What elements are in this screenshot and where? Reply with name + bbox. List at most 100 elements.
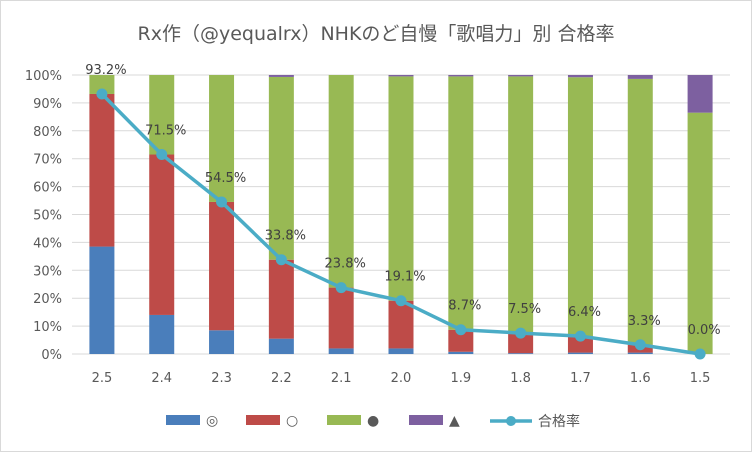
pass-rate-marker <box>395 295 407 307</box>
y-axis: 0% 10% 20% 30% 40% 50% 60% 70% 80% 90% 100% <box>25 69 62 363</box>
data-label: 0.0% <box>688 323 721 338</box>
bar-segment <box>687 112 713 354</box>
legend-swatch <box>246 415 280 425</box>
x-tick-label: 1.8 <box>510 371 531 386</box>
bar-segment <box>687 75 713 113</box>
bar-segment <box>627 75 653 79</box>
pass-rate-marker <box>96 88 108 100</box>
bar-segment <box>149 154 175 315</box>
x-axis: 2.5 2.4 2.3 2.2 2.1 2.0 1.9 1.8 1.7 1.6 1.5 <box>92 371 711 386</box>
bar-segment <box>209 75 235 202</box>
bar-segment <box>627 78 653 345</box>
bars-group <box>89 75 713 354</box>
x-tick-label: 2.5 <box>92 371 113 386</box>
bar-segment <box>448 329 474 352</box>
bar-segment <box>388 76 414 301</box>
pass-rate-marker <box>574 330 586 342</box>
pass-rate-line-group <box>96 88 706 360</box>
bar-segment <box>328 75 354 288</box>
bar-segment <box>149 314 175 354</box>
data-label: 54.5% <box>205 171 246 186</box>
chart-title: Rx作（@yequalrx）NHKのど自慢「歌唱力」別 合格率 <box>138 23 615 45</box>
legend: ◎ ○ ● ▲ 合格率 <box>166 413 580 430</box>
bar-segment <box>89 246 115 354</box>
legend-label: 合格率 <box>538 413 580 430</box>
data-label: 7.5% <box>508 302 541 317</box>
x-tick-label: 1.6 <box>630 371 651 386</box>
bar-segment <box>508 333 534 354</box>
bar-segment <box>328 287 354 349</box>
data-label: 3.3% <box>628 314 661 329</box>
data-label: 8.7% <box>448 299 481 314</box>
bar-segment <box>209 330 235 354</box>
data-label: 33.8% <box>265 229 306 244</box>
x-tick-label: 2.0 <box>391 371 412 386</box>
bar-segment <box>268 338 294 354</box>
legend-marker <box>506 416 516 426</box>
bar-segment <box>508 76 534 334</box>
bar-segment <box>448 75 474 77</box>
legend-label: ◎ <box>206 413 218 429</box>
bar-segment <box>328 348 354 354</box>
y-tick-label: 60% <box>33 181 62 196</box>
legend-swatch <box>409 415 443 425</box>
bar-segment <box>388 348 414 354</box>
pass-rate-marker <box>515 327 527 339</box>
pass-rate-marker <box>275 254 287 266</box>
data-label: 23.8% <box>325 257 366 272</box>
legend-label: ● <box>367 413 379 429</box>
legend-swatch <box>166 415 200 425</box>
bar-segment <box>567 352 593 354</box>
data-label: 19.1% <box>384 270 425 285</box>
x-tick-label: 2.3 <box>211 371 232 386</box>
bar-segment <box>149 75 175 155</box>
pass-rate-marker <box>694 348 706 360</box>
bar-segment <box>567 75 593 78</box>
bar-segment <box>209 201 235 331</box>
pass-rate-marker <box>216 196 228 208</box>
x-tick-label: 2.2 <box>271 371 292 386</box>
bar-segment <box>508 75 534 77</box>
bar-segment <box>268 76 294 260</box>
pass-rate-marker <box>634 339 646 351</box>
bar-segment <box>448 76 474 330</box>
y-tick-label: 10% <box>33 320 62 335</box>
y-tick-label: 40% <box>33 236 62 251</box>
bar-segment <box>627 352 653 354</box>
data-label: 71.5% <box>145 124 186 139</box>
bar-segment <box>567 77 593 337</box>
pass-rate-marker <box>335 282 347 294</box>
y-tick-label: 80% <box>33 125 62 140</box>
data-label: 6.4% <box>568 305 601 320</box>
bar-segment <box>508 353 534 354</box>
x-tick-label: 2.4 <box>151 371 172 386</box>
data-labels-group: 93.2% 71.5% 54.5% 33.8% 23.8% 19.1% 8.7% 7.5% 6.… <box>85 63 720 338</box>
bar-segment <box>89 93 115 247</box>
data-label: 93.2% <box>85 63 126 78</box>
bar-segment <box>388 75 414 77</box>
bar-segment <box>268 75 294 77</box>
bar-segment <box>448 351 474 354</box>
legend-label: ▲ <box>449 413 460 429</box>
bar-segment <box>567 336 593 353</box>
x-tick-label: 1.5 <box>690 371 711 386</box>
y-tick-label: 70% <box>33 153 62 168</box>
pass-rate-marker <box>156 149 168 161</box>
legend-label: ○ <box>286 413 298 429</box>
y-tick-label: 90% <box>33 97 62 112</box>
legend-swatch <box>327 415 361 425</box>
bar-segment <box>388 300 414 349</box>
y-tick-label: 50% <box>33 209 62 224</box>
y-tick-label: 20% <box>33 292 62 307</box>
pass-rate-marker <box>455 324 467 336</box>
bar-segment <box>268 259 294 339</box>
x-tick-label: 1.9 <box>450 371 471 386</box>
y-tick-label: 30% <box>33 264 62 279</box>
y-tick-label: 0% <box>41 348 62 363</box>
x-tick-label: 2.1 <box>331 371 352 386</box>
bar-segment <box>89 75 115 94</box>
x-tick-label: 1.7 <box>570 371 591 386</box>
